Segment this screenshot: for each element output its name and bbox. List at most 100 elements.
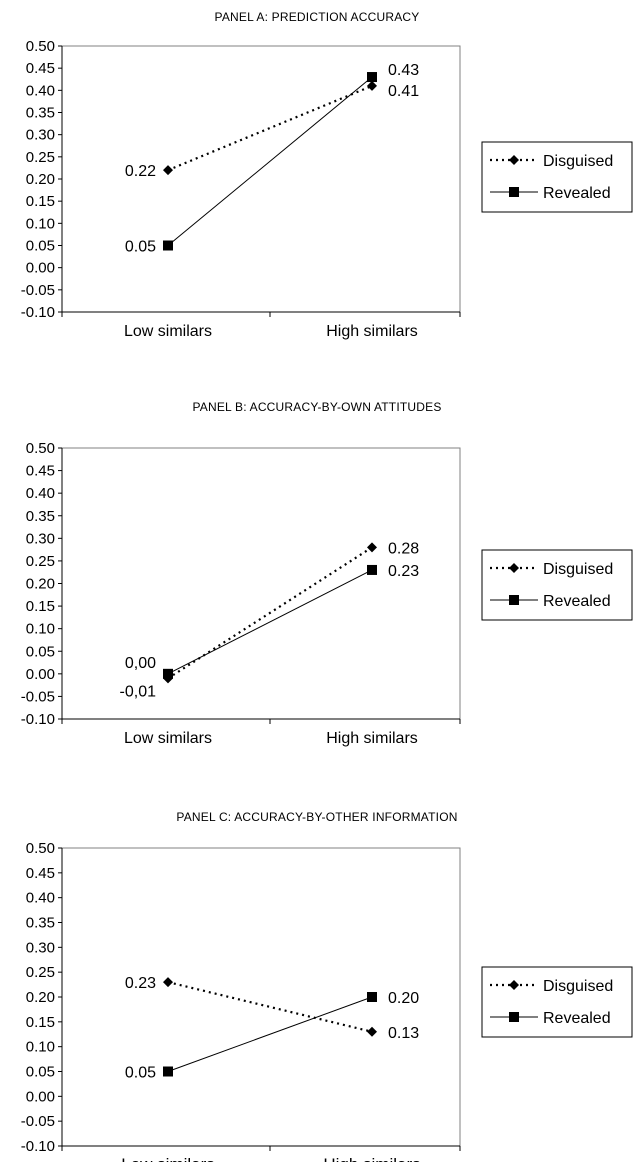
y-tick-label: 0.40 (26, 82, 55, 99)
y-tick-label: 0.15 (26, 193, 55, 210)
y-tick-label: -0.10 (21, 304, 55, 321)
legend-marker-square (509, 595, 519, 605)
y-tick-label: 0.25 (26, 553, 55, 570)
y-tick-label: 0.10 (26, 621, 55, 638)
y-tick-label: 0.10 (26, 215, 55, 232)
x-tick-label: Low similars (124, 323, 212, 340)
y-tick-label: 0.00 (26, 260, 55, 277)
y-tick-label: 0.30 (26, 127, 55, 144)
legend-marker-square (509, 187, 519, 197)
y-tick-label: 0.35 (26, 508, 55, 525)
panel-b: PANEL B: ACCURACY-BY-OWN ATTITUDES 0.50 0… (0, 390, 634, 780)
y-tick-label: -0.05 (21, 1113, 55, 1130)
x-tick-label: High similars (326, 730, 418, 747)
data-label: 0.05 (125, 1065, 156, 1082)
data-label: 0.20 (388, 990, 419, 1007)
y-tick-label: 0.25 (26, 149, 55, 166)
y-tick-label: 0.50 (26, 38, 55, 55)
chart-title: PANEL C: ACCURACY-BY-OTHER INFORMATION (176, 810, 458, 824)
chart-title: PANEL B: ACCURACY-BY-OWN ATTITUDES (192, 400, 442, 414)
x-tick-label: Low similars (121, 1155, 215, 1162)
legend-label: Disguised (543, 561, 613, 578)
y-tick-label: -0.05 (21, 282, 55, 299)
y-tick-label: 0.20 (26, 989, 55, 1006)
y-tick-label: 0.30 (26, 530, 55, 547)
y-tick-label: 0.45 (26, 865, 55, 882)
y-tick-label: 0.05 (26, 643, 55, 660)
series-line-disguised (167, 84, 373, 172)
legend-label: Revealed (543, 593, 611, 610)
y-tick-label: 0.45 (26, 463, 55, 480)
data-point-diamond (367, 80, 377, 91)
x-tick-label: Low similars (124, 730, 212, 747)
chart-c: 0.50 0.45 0.40 0.35 0.30 0.25 0.20 0.15 0.10 0.05… (21, 840, 633, 1162)
y-tick-label: 0.35 (26, 105, 55, 122)
y-tick-label: -0.10 (21, 711, 55, 728)
data-point-square (163, 240, 173, 251)
series-line-revealed (167, 569, 373, 675)
y-tick-label: 0.05 (26, 238, 55, 255)
data-point-diamond (163, 977, 173, 988)
chart-b: 0.50 0.45 0.40 0.35 0.30 0.25 0.20 0.15 0.10 0.05… (21, 440, 633, 747)
chart-title: PANEL A: PREDICTION ACCURACY (214, 10, 420, 24)
data-label: 0.22 (125, 163, 156, 180)
y-tick-label: 0.05 (26, 1064, 55, 1081)
y-tick-label: 0.50 (26, 440, 55, 457)
x-tick-label: High similars (323, 1155, 420, 1162)
data-label: 0,00 (125, 655, 156, 672)
data-label: 0.23 (125, 975, 156, 992)
legend-label: Disguised (543, 978, 613, 995)
data-label: 0.41 (388, 83, 419, 100)
legend-label: Revealed (543, 185, 611, 202)
legend: Disguised Revealed (481, 549, 633, 621)
y-tick-label: -0.10 (21, 1138, 55, 1155)
legend-marker-diamond (509, 563, 519, 573)
data-point-square (367, 992, 377, 1002)
y-tick-label: 0.45 (26, 60, 55, 77)
chart-a: 0.50 0.45 0.40 0.35 0.30 0.25 0.20 0.15 0.10 0.05… (21, 38, 633, 340)
y-tick-label: 0.00 (26, 666, 55, 683)
data-label: 0.43 (388, 62, 419, 79)
panel-c: PANEL C: ACCURACY-BY-OTHER INFORMATION 0… (0, 800, 634, 1162)
data-point-square (367, 72, 377, 83)
y-tick-label: 0.10 (26, 1039, 55, 1056)
y-tick-label: 0.40 (26, 485, 55, 502)
y-tick-label: 0.30 (26, 939, 55, 956)
series-line-revealed (167, 996, 373, 1072)
data-label: 0.05 (125, 239, 156, 256)
legend-label: Revealed (543, 1010, 611, 1027)
y-tick-label: 0.20 (26, 576, 55, 593)
y-tick-label: 0.25 (26, 964, 55, 981)
series-line-disguised (167, 546, 373, 680)
y-tick-label: 0.15 (26, 598, 55, 615)
data-point-square (367, 564, 377, 575)
y-tick-label: 0.40 (26, 890, 55, 907)
legend-box (481, 549, 633, 621)
series-line-revealed (167, 76, 373, 246)
data-label: 0.23 (388, 563, 419, 580)
y-tick-label: 0.50 (26, 840, 55, 857)
data-point-diamond (367, 1026, 377, 1037)
series-line-disguised (167, 981, 373, 1033)
panel-a: PANEL A: PREDICTION ACCURACY 0.50 0.45 0.4… (0, 0, 634, 370)
y-tick-label: 0.00 (26, 1088, 55, 1105)
legend-box (481, 966, 633, 1038)
legend-marker-square (509, 1012, 519, 1022)
legend-box (481, 141, 633, 213)
data-point-diamond (367, 542, 377, 553)
data-point-diamond (163, 165, 173, 176)
data-label: 0.28 (388, 540, 419, 557)
y-tick-label: 0.15 (26, 1014, 55, 1031)
data-label: -0,01 (120, 683, 157, 700)
y-tick-label: 0.20 (26, 171, 55, 188)
data-label: 0.13 (388, 1025, 419, 1042)
legend: Disguised Revealed (481, 141, 633, 213)
legend: Disguised Revealed (481, 966, 633, 1038)
data-point-square (163, 668, 173, 679)
data-point-square (163, 1066, 173, 1077)
x-tick-label: High similars (326, 323, 418, 340)
legend-marker-diamond (509, 155, 519, 165)
y-tick-label: -0.05 (21, 688, 55, 705)
plot-area (61, 447, 461, 720)
y-tick-label: 0.35 (26, 915, 55, 932)
